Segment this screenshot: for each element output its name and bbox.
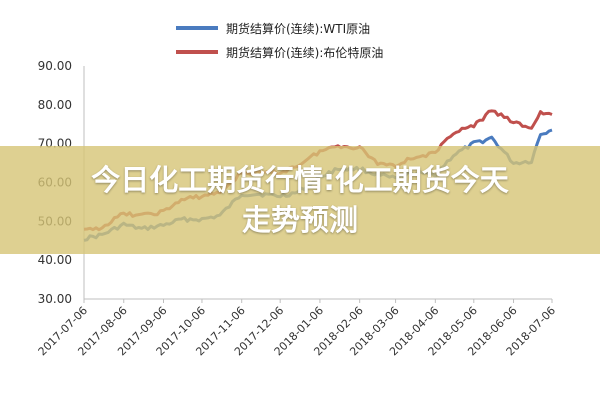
legend-label-wti: 期货结算价(连续):WTI原油 bbox=[226, 21, 370, 36]
y-tick-label: 30.00 bbox=[38, 292, 72, 306]
y-tick-label: 80.00 bbox=[38, 98, 72, 112]
banner-title-line1: 今日化工期货行情:化工期货今天 bbox=[91, 163, 509, 197]
x-axis-ticks: 2017-07-062017-08-062017-09-062017-10-06… bbox=[36, 299, 558, 358]
y-tick-label: 40.00 bbox=[38, 253, 72, 267]
y-tick-label: 90.00 bbox=[38, 59, 72, 73]
title-banner: 今日化工期货行情:化工期货今天 走势预测 bbox=[0, 146, 600, 254]
banner-title-line2: 走势预测 bbox=[241, 203, 358, 237]
legend-label-brent: 期货结算价(连续):布伦特原油 bbox=[226, 45, 383, 60]
chart-legend: 期货结算价(连续):WTI原油 期货结算价(连续):布伦特原油 bbox=[176, 21, 383, 60]
